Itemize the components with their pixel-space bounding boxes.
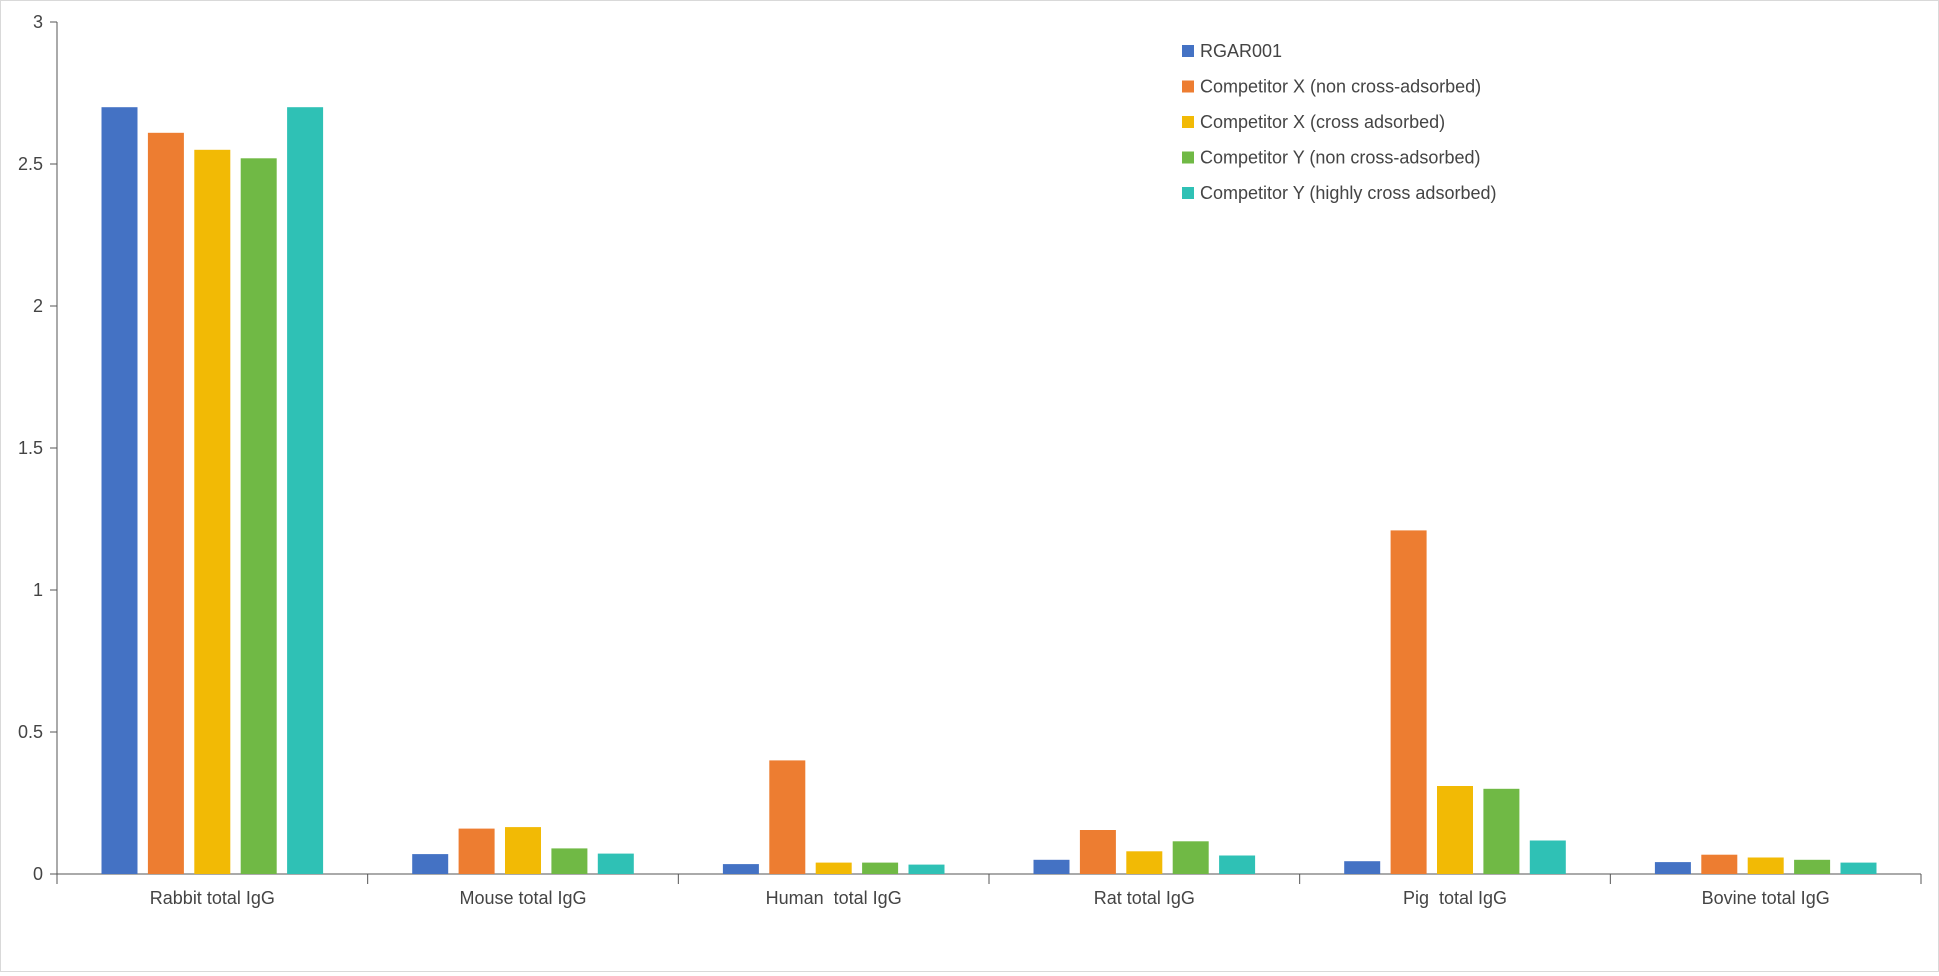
- bar[interactable]: [597, 853, 634, 874]
- bar[interactable]: [862, 862, 899, 874]
- legend-swatch: [1182, 45, 1194, 57]
- bar[interactable]: [1079, 830, 1116, 874]
- bar[interactable]: [287, 107, 324, 874]
- y-tick-label: 1.5: [18, 438, 43, 458]
- bar[interactable]: [1344, 861, 1381, 874]
- bar[interactable]: [458, 828, 495, 874]
- bar[interactable]: [1654, 862, 1691, 874]
- x-axis: Rabbit total IgG Mouse total IgG Human tot…: [56, 873, 1922, 908]
- legend-label: RGAR001: [1200, 41, 1282, 61]
- x-tick-label: Pig total IgG: [1403, 888, 1507, 908]
- bar[interactable]: [1747, 857, 1784, 875]
- bar[interactable]: [412, 854, 449, 874]
- bar[interactable]: [1794, 859, 1831, 874]
- x-tick-label: Human total IgG: [766, 888, 902, 908]
- bar[interactable]: [1126, 851, 1163, 874]
- legend: RGAR001 Competitor X (non cross-adsorbed)…: [1182, 41, 1496, 203]
- bar[interactable]: [1529, 840, 1566, 875]
- legend-swatch: [1182, 151, 1194, 164]
- bar[interactable]: [101, 107, 138, 874]
- x-tick-label: Mouse total IgG: [459, 888, 586, 908]
- x-tick-label: Bovine total IgG: [1702, 888, 1830, 908]
- legend-swatch: [1182, 80, 1194, 93]
- bar[interactable]: [815, 862, 852, 874]
- bar[interactable]: [1701, 854, 1738, 874]
- legend-swatch: [1182, 116, 1194, 128]
- y-tick-label: 2: [33, 296, 43, 316]
- bar[interactable]: [722, 864, 759, 874]
- bar[interactable]: [551, 848, 588, 874]
- bar[interactable]: [1033, 859, 1070, 874]
- bar[interactable]: [240, 158, 277, 875]
- y-tick-label: 2.5: [18, 154, 43, 174]
- x-tick-label: Rat total IgG: [1094, 888, 1195, 908]
- legend-label: Competitor Y (highly cross adsorbed): [1200, 183, 1496, 203]
- bar[interactable]: [194, 149, 231, 875]
- legend-label: Competitor Y (non cross-adsorbed): [1200, 148, 1480, 168]
- bar[interactable]: [1483, 788, 1520, 874]
- y-axis: 0 0.5 1 1.5 2 2.5 3: [18, 12, 58, 884]
- legend-swatch: [1182, 187, 1194, 199]
- y-tick-label: 1: [33, 580, 43, 600]
- legend-label: Competitor X (cross adsorbed): [1200, 112, 1445, 132]
- bar[interactable]: [769, 760, 806, 874]
- bar[interactable]: [1840, 862, 1877, 874]
- legend-label: Competitor X (non cross-adsorbed): [1200, 77, 1481, 97]
- y-tick-label: 0: [33, 864, 43, 884]
- y-tick-label: 0.5: [18, 722, 43, 742]
- bar[interactable]: [1390, 530, 1427, 874]
- bar[interactable]: [1172, 841, 1209, 874]
- bars: [101, 107, 1877, 875]
- bar[interactable]: [147, 132, 184, 875]
- y-tick-label: 3: [33, 12, 43, 32]
- bar[interactable]: [505, 827, 541, 874]
- bar[interactable]: [908, 864, 945, 874]
- bar[interactable]: [1219, 855, 1256, 875]
- x-tick-label: Rabbit total IgG: [150, 888, 275, 908]
- bar[interactable]: [1437, 786, 1473, 874]
